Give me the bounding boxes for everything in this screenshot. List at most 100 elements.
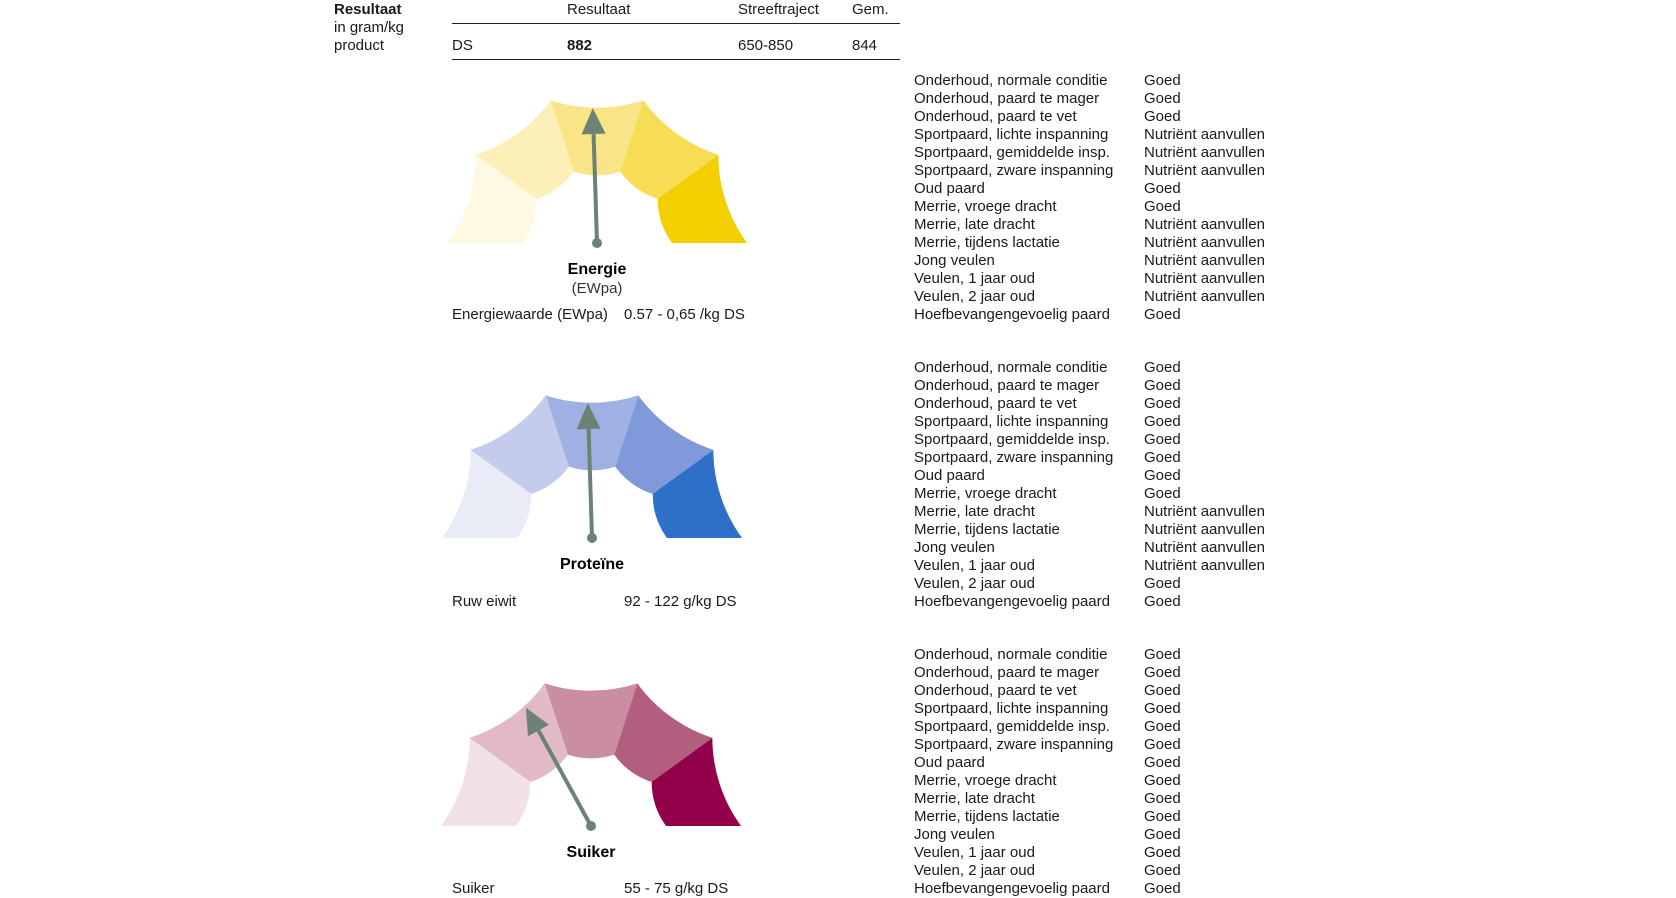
row-average: 844 (852, 37, 878, 54)
gauge-needle-shaft (586, 428, 594, 539)
status-row: Hoefbevangengevoelig paard Goed (914, 880, 1314, 898)
gauge-segment (469, 683, 568, 782)
status-row: Onderhoud, normale conditie Goed (914, 646, 1314, 664)
status-result: Goed (1144, 700, 1181, 717)
status-row: Hoefbevangengevoelig paard Goed (914, 593, 1314, 611)
status-category: Oud paard (914, 467, 985, 484)
gauge-segment (545, 395, 639, 471)
metric-proteine-label: Ruw eiwit (452, 593, 517, 610)
gauge-segment (614, 683, 713, 782)
status-row: Sportpaard, zware inspanning Goed (914, 736, 1314, 754)
gauge-segment (544, 683, 638, 759)
status-category: Onderhoud, paard te vet (914, 395, 1077, 412)
table-top-rule (452, 23, 900, 24)
status-category: Merrie, vroege dracht (914, 485, 1057, 502)
status-row: Oud paard Goed (914, 754, 1314, 772)
row-target: 650-850 (738, 37, 794, 54)
status-result: Nutriënt aanvullen (1144, 252, 1265, 269)
status-category: Sportpaard, zware inspanning (914, 162, 1114, 179)
status-row: Sportpaard, lichte inspanning Goed (914, 700, 1314, 718)
status-row: Merrie, tijdens lactatie Nutriënt aanvull… (914, 234, 1314, 252)
status-category: Sportpaard, lichte inspanning (914, 126, 1109, 143)
col-header-result: Resultaat (567, 1, 631, 18)
status-category: Sportpaard, lichte inspanning (914, 700, 1109, 717)
status-result: Nutriënt aanvullen (1144, 162, 1265, 179)
status-result: Goed (1144, 664, 1181, 681)
status-category: Onderhoud, normale conditie (914, 72, 1108, 89)
status-result: Goed (1144, 180, 1181, 197)
status-row: Veulen, 1 jaar oud Nutriënt aanvullen (914, 270, 1314, 288)
gauge-segment (657, 154, 747, 243)
status-result: Goed (1144, 90, 1181, 107)
status-row: Merrie, vroege dracht Goed (914, 198, 1314, 216)
status-row: Onderhoud, normale conditie Goed (914, 72, 1314, 90)
status-result: Goed (1144, 108, 1181, 125)
status-row: Merrie, vroege dracht Goed (914, 485, 1314, 503)
gauge-needle-shaft (536, 729, 593, 827)
status-result: Goed (1144, 306, 1181, 323)
gauge-proteine-title: Proteïne (560, 556, 624, 573)
status-result: Goed (1144, 826, 1181, 843)
status-result: Goed (1144, 467, 1181, 484)
status-row: Sportpaard, lichte inspanning Nutriënt aa… (914, 126, 1314, 144)
status-category: Merrie, tijdens lactatie (914, 234, 1060, 251)
status-category: Veulen, 2 jaar oud (914, 575, 1035, 592)
gauge-suiker: Suiker (431, 671, 751, 871)
result-heading: Resultaat (334, 1, 402, 18)
status-row: Onderhoud, normale conditie Goed (914, 359, 1314, 377)
status-result: Nutriënt aanvullen (1144, 144, 1265, 161)
status-category: Veulen, 2 jaar oud (914, 862, 1035, 879)
status-result: Goed (1144, 754, 1181, 771)
gauge-energie-title: Energie (568, 261, 627, 278)
gauge-needle-pivot (587, 533, 597, 543)
gauge-energie-subtitle: (EWpa) (572, 280, 623, 297)
gauge-energie: Energie (EWpa) (437, 88, 757, 298)
gauge-needle-shaft (591, 133, 599, 244)
status-result: Goed (1144, 844, 1181, 861)
gauge-suiker-title: Suiker (567, 844, 616, 861)
status-result: Goed (1144, 682, 1181, 699)
status-category: Merrie, late dracht (914, 790, 1035, 807)
status-row: Hoefbevangengevoelig paard Goed (914, 306, 1314, 324)
status-row: Sportpaard, zware inspanning Goed (914, 449, 1314, 467)
status-result: Nutriënt aanvullen (1144, 216, 1265, 233)
status-row: Sportpaard, lichte inspanning Goed (914, 413, 1314, 431)
status-result: Goed (1144, 72, 1181, 89)
status-category: Veulen, 1 jaar oud (914, 557, 1035, 574)
status-row: Veulen, 2 jaar oud Nutriënt aanvullen (914, 288, 1314, 306)
status-row: Veulen, 1 jaar oud Nutriënt aanvullen (914, 557, 1314, 575)
status-category: Veulen, 1 jaar oud (914, 270, 1035, 287)
gauge-segment (470, 395, 569, 494)
status-result: Nutriënt aanvullen (1144, 126, 1265, 143)
status-result: Goed (1144, 790, 1181, 807)
status-category: Sportpaard, gemiddelde insp. (914, 718, 1110, 735)
gauge-segment (620, 100, 719, 199)
gauge-segment (651, 737, 741, 826)
status-result: Goed (1144, 880, 1181, 897)
status-row: Merrie, tijdens lactatie Nutriënt aanvull… (914, 521, 1314, 539)
status-result: Goed (1144, 485, 1181, 502)
status-result: Goed (1144, 736, 1181, 753)
status-result: Goed (1144, 593, 1181, 610)
status-result: Goed (1144, 808, 1181, 825)
status-result: Nutriënt aanvullen (1144, 270, 1265, 287)
gauge-needle-head (576, 403, 601, 430)
status-category: Hoefbevangengevoelig paard (914, 880, 1110, 897)
status-row: Sportpaard, gemiddelde insp. Goed (914, 431, 1314, 449)
status-category: Sportpaard, lichte inspanning (914, 413, 1109, 430)
col-header-target: Streeftraject (738, 1, 819, 18)
status-category: Onderhoud, normale conditie (914, 646, 1108, 663)
status-category: Merrie, late dracht (914, 503, 1035, 520)
gauge-segment (550, 100, 644, 176)
status-result: Goed (1144, 862, 1181, 879)
status-result: Nutriënt aanvullen (1144, 539, 1265, 556)
status-category: Onderhoud, normale conditie (914, 359, 1108, 376)
status-row: Oud paard Goed (914, 180, 1314, 198)
status-category: Onderhoud, paard te mager (914, 664, 1100, 681)
status-row: Onderhoud, paard te vet Goed (914, 108, 1314, 126)
metric-energie-range: 0.57 - 0,65 /kg DS (624, 306, 745, 323)
status-row: Jong veulen Nutriënt aanvullen (914, 252, 1314, 270)
status-result: Goed (1144, 377, 1181, 394)
gauge-needle-head (581, 108, 606, 135)
gauge-needle-pivot (592, 238, 602, 248)
